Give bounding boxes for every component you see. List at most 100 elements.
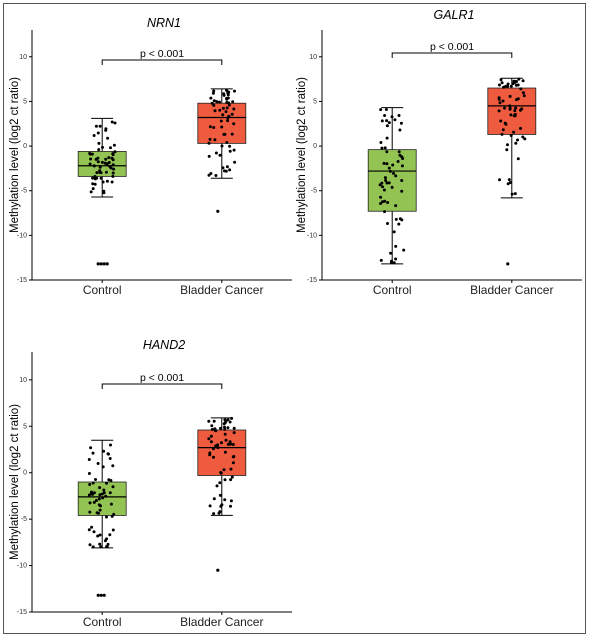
y-tick-label: 0 bbox=[23, 470, 27, 477]
data-point bbox=[212, 90, 215, 93]
data-point bbox=[88, 511, 91, 514]
data-point bbox=[222, 107, 225, 110]
data-point bbox=[385, 150, 388, 153]
data-point bbox=[105, 516, 108, 519]
data-point bbox=[89, 543, 92, 546]
data-point bbox=[212, 126, 215, 129]
data-point bbox=[112, 158, 115, 161]
y-tick-label: 0 bbox=[313, 143, 317, 150]
data-point bbox=[211, 428, 214, 431]
data-point bbox=[221, 166, 224, 169]
data-point bbox=[224, 433, 227, 436]
data-point bbox=[104, 158, 107, 161]
y-tick-label: -15 bbox=[307, 277, 317, 284]
data-point bbox=[521, 136, 524, 139]
data-point bbox=[112, 153, 115, 156]
data-point bbox=[393, 118, 396, 121]
data-point bbox=[112, 172, 115, 175]
data-point bbox=[112, 485, 115, 488]
data-point bbox=[226, 117, 229, 120]
y-axis-label: Methylation level (log2 ct ratio) bbox=[296, 77, 308, 233]
data-point bbox=[388, 167, 391, 170]
p-value-label: p < 0.001 bbox=[140, 372, 184, 384]
data-point bbox=[214, 429, 217, 432]
data-point bbox=[108, 165, 111, 168]
data-point bbox=[499, 120, 502, 123]
box-iqr bbox=[488, 88, 536, 134]
data-point bbox=[112, 513, 115, 516]
data-point bbox=[93, 134, 96, 137]
data-point bbox=[229, 150, 232, 153]
data-point bbox=[105, 171, 108, 174]
data-point bbox=[213, 138, 216, 141]
data-point bbox=[233, 90, 236, 93]
data-point bbox=[231, 133, 234, 136]
data-point bbox=[104, 495, 107, 498]
data-point bbox=[231, 113, 234, 116]
data-point bbox=[515, 80, 518, 83]
data-point bbox=[209, 504, 212, 507]
p-value-label: p < 0.001 bbox=[430, 41, 474, 53]
data-point bbox=[517, 97, 520, 100]
outlier-point bbox=[103, 594, 106, 597]
box-bladder-cancer bbox=[198, 89, 246, 213]
data-point bbox=[113, 144, 116, 147]
data-point bbox=[96, 535, 99, 538]
data-point bbox=[208, 452, 211, 455]
data-point bbox=[520, 107, 523, 110]
data-point bbox=[111, 121, 114, 124]
data-point bbox=[99, 504, 102, 507]
data-point bbox=[228, 168, 231, 171]
data-point bbox=[99, 125, 102, 128]
data-point bbox=[230, 417, 233, 420]
data-point bbox=[384, 146, 387, 149]
data-point bbox=[384, 179, 387, 182]
outlier-point bbox=[100, 594, 103, 597]
data-point bbox=[219, 427, 222, 430]
data-point bbox=[89, 158, 92, 161]
data-point bbox=[215, 152, 218, 155]
data-point bbox=[508, 178, 511, 181]
data-point bbox=[102, 191, 105, 194]
data-point bbox=[111, 464, 114, 467]
data-point bbox=[397, 223, 400, 226]
data-point bbox=[498, 178, 501, 181]
data-point bbox=[90, 492, 93, 495]
data-point bbox=[97, 142, 100, 145]
data-point bbox=[498, 109, 501, 112]
data-point bbox=[93, 530, 96, 533]
data-point bbox=[93, 491, 96, 494]
data-point bbox=[391, 186, 394, 189]
data-point bbox=[210, 435, 213, 438]
data-point bbox=[89, 501, 92, 504]
data-point bbox=[379, 108, 382, 111]
data-point bbox=[104, 129, 107, 132]
data-point bbox=[383, 114, 386, 117]
data-point bbox=[516, 139, 519, 142]
data-point bbox=[95, 499, 98, 502]
x-tick-label: Bladder Cancer bbox=[470, 283, 553, 297]
p-value-label: p < 0.001 bbox=[140, 48, 184, 60]
data-point bbox=[108, 533, 111, 536]
data-point bbox=[509, 113, 512, 116]
data-point bbox=[500, 78, 503, 81]
outlier-point bbox=[97, 594, 100, 597]
data-point bbox=[510, 134, 513, 137]
x-tick-label: Control bbox=[83, 615, 122, 629]
data-point bbox=[109, 444, 112, 447]
data-point bbox=[233, 161, 236, 164]
significance-bracket bbox=[102, 60, 222, 65]
y-tick-label: -5 bbox=[311, 188, 317, 195]
data-point bbox=[383, 210, 386, 213]
data-point bbox=[109, 491, 112, 494]
data-point bbox=[94, 478, 97, 481]
box-control bbox=[78, 118, 126, 265]
data-point bbox=[224, 451, 227, 454]
data-point bbox=[400, 122, 403, 125]
data-point bbox=[109, 146, 112, 149]
data-point bbox=[211, 102, 214, 105]
data-point bbox=[511, 193, 514, 196]
data-point bbox=[96, 157, 99, 160]
data-point bbox=[105, 545, 108, 548]
